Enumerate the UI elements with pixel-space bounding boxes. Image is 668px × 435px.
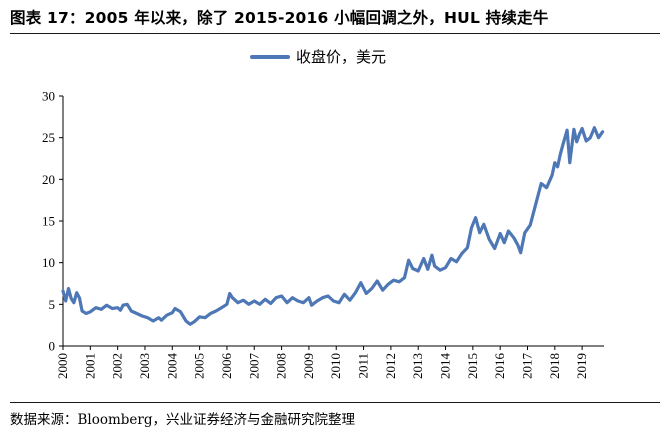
- x-tick-label: 2011: [356, 353, 371, 379]
- x-tick-label: 2006: [219, 353, 234, 380]
- x-tick-label: 2019: [574, 353, 589, 379]
- legend-swatch: [250, 54, 290, 59]
- legend-label: 收盘价，美元: [296, 48, 387, 66]
- x-tick-label: 2009: [301, 353, 316, 379]
- legend: 收盘价，美元: [250, 46, 386, 67]
- x-tick-label: 2015: [465, 353, 480, 379]
- y-tick-label: 15: [42, 214, 55, 229]
- y-tick-label: 5: [49, 297, 56, 312]
- x-tick-label: 2002: [110, 353, 125, 379]
- series-line-close-price: [61, 126, 605, 326]
- y-tick-label: 10: [42, 255, 55, 270]
- footer-divider: [10, 402, 660, 403]
- y-tick-label: 20: [42, 172, 55, 187]
- chart-title: 图表 17：2005 年以来，除了 2015-2016 小幅回调之外，HUL 持…: [10, 9, 549, 27]
- x-tick-label: 2003: [137, 353, 152, 379]
- x-tick-label: 2014: [438, 353, 453, 380]
- axes: [62, 96, 604, 347]
- x-tick-label: 2007: [246, 353, 261, 380]
- data-source: 数据来源：Bloomberg，兴业证券经济与金融研究院整理: [10, 412, 356, 428]
- x-tick-label: 2004: [164, 353, 179, 380]
- x-tick-label: 2013: [410, 353, 425, 379]
- x-tick-label: 2012: [383, 353, 398, 379]
- x-tick-label: 2001: [82, 353, 97, 379]
- y-axis-ticks: 0 5 10 15 20 25 30: [42, 89, 63, 354]
- x-tick-label: 2010: [328, 353, 343, 379]
- x-tick-label: 2017: [519, 353, 534, 380]
- x-axis-ticks: 2000 2001 2002 2003 2004 2005 2006 2007 2008 2009…: [55, 346, 589, 379]
- x-tick-label: 2016: [492, 353, 507, 380]
- x-tick-label: 2008: [274, 353, 289, 379]
- y-tick-label: 30: [42, 89, 55, 104]
- y-tick-label: 25: [42, 130, 55, 145]
- x-tick-label: 2018: [547, 353, 562, 379]
- x-tick-label: 2000: [55, 353, 70, 379]
- title-divider: [10, 33, 660, 34]
- x-tick-label: 2005: [192, 353, 207, 379]
- y-tick-label: 0: [49, 339, 56, 354]
